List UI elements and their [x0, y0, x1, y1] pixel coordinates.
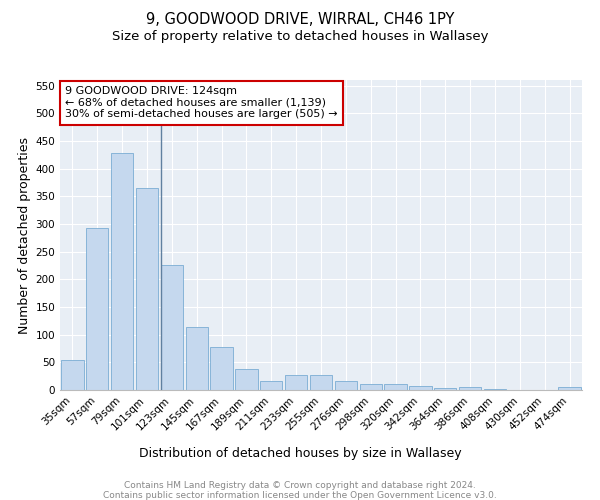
Bar — [161, 266, 183, 390]
Bar — [136, 188, 158, 390]
Text: 9 GOODWOOD DRIVE: 124sqm
← 68% of detached houses are smaller (1,139)
30% of sem: 9 GOODWOOD DRIVE: 124sqm ← 68% of detach… — [65, 86, 338, 120]
Bar — [211, 348, 233, 390]
Y-axis label: Number of detached properties: Number of detached properties — [18, 136, 31, 334]
Bar — [285, 374, 307, 390]
Bar — [484, 389, 506, 390]
Bar — [61, 360, 83, 390]
Bar — [335, 380, 357, 390]
Bar — [235, 369, 257, 390]
Text: Contains HM Land Registry data © Crown copyright and database right 2024.
Contai: Contains HM Land Registry data © Crown c… — [103, 481, 497, 500]
Bar — [260, 380, 283, 390]
Bar — [434, 388, 457, 390]
Bar — [86, 228, 109, 390]
Bar — [459, 387, 481, 390]
Text: Size of property relative to detached houses in Wallasey: Size of property relative to detached ho… — [112, 30, 488, 43]
Bar — [409, 386, 431, 390]
Bar — [185, 328, 208, 390]
Bar — [385, 384, 407, 390]
Text: 9, GOODWOOD DRIVE, WIRRAL, CH46 1PY: 9, GOODWOOD DRIVE, WIRRAL, CH46 1PY — [146, 12, 454, 28]
Bar — [359, 384, 382, 390]
Bar — [111, 153, 133, 390]
Bar — [310, 374, 332, 390]
Text: Distribution of detached houses by size in Wallasey: Distribution of detached houses by size … — [139, 448, 461, 460]
Bar — [559, 387, 581, 390]
